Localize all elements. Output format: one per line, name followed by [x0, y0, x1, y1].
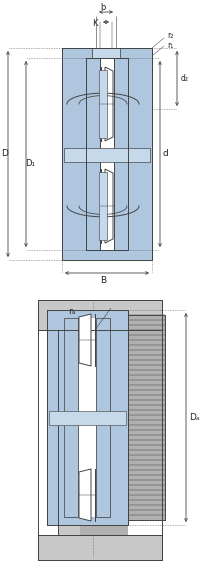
Text: D₁: D₁: [25, 159, 35, 168]
Polygon shape: [104, 169, 112, 243]
Bar: [64, 318, 110, 517]
Text: rₐ: rₐ: [68, 308, 75, 316]
Text: d₂: d₂: [180, 74, 188, 83]
Bar: [95, 318, 110, 517]
Bar: [127, 315, 164, 520]
Text: D: D: [2, 150, 8, 159]
Bar: [58, 330, 127, 535]
Text: K: K: [92, 19, 97, 29]
Bar: [92, 48, 119, 58]
Polygon shape: [104, 67, 112, 141]
Bar: [38, 300, 161, 330]
Text: B: B: [100, 276, 105, 286]
Polygon shape: [79, 469, 91, 521]
Bar: [62, 48, 151, 260]
Text: d: d: [161, 150, 167, 159]
Bar: [58, 330, 80, 535]
Text: r₂: r₂: [166, 31, 172, 41]
Text: Dₐ: Dₐ: [188, 413, 198, 422]
Text: b: b: [100, 2, 105, 11]
Polygon shape: [99, 70, 106, 138]
Bar: [47, 310, 127, 525]
Bar: [113, 58, 127, 250]
Polygon shape: [79, 314, 91, 366]
Bar: [64, 148, 149, 162]
Bar: [86, 58, 127, 250]
Text: r₁: r₁: [166, 41, 172, 50]
Bar: [64, 318, 78, 517]
Bar: [49, 411, 125, 424]
Bar: [38, 535, 161, 560]
Polygon shape: [99, 172, 106, 240]
Bar: [86, 58, 100, 250]
